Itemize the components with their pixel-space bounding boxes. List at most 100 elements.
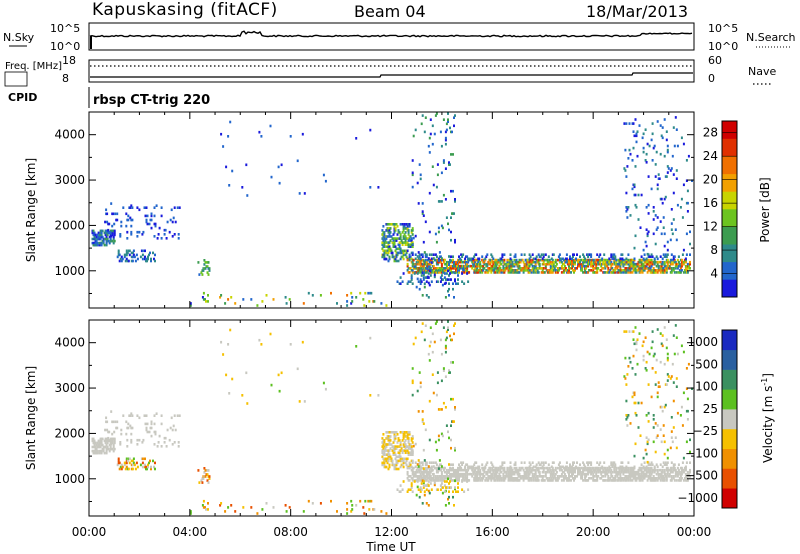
velocity-cell (607, 470, 610, 474)
velocity-cell (404, 449, 407, 452)
velocity-cell (447, 477, 449, 481)
velocity-cell (170, 416, 173, 420)
power-cell (164, 228, 167, 232)
velocity-cell (113, 447, 116, 451)
velocity-cell (380, 510, 383, 513)
velocity-cell (595, 470, 598, 474)
power-cell (289, 135, 292, 138)
velocity-cell (473, 470, 476, 474)
power-cell (664, 253, 667, 256)
velocity-cell (625, 470, 628, 474)
velocity-cell (145, 426, 148, 430)
velocity-cell (97, 439, 100, 443)
velocity-cell (453, 504, 455, 507)
velocity-cell (494, 470, 497, 474)
power-cell (422, 264, 425, 268)
velocity-cell (402, 461, 405, 465)
velocity-cell (144, 463, 146, 467)
power-cell (202, 291, 205, 295)
power-cell (397, 251, 400, 255)
power-cell (435, 240, 438, 244)
velocity-cell (407, 453, 410, 456)
velocity-cell (397, 455, 400, 459)
velocity-cell (508, 475, 511, 478)
power-cell (432, 264, 435, 268)
velocity-cell (682, 456, 685, 460)
power-cell (506, 260, 509, 264)
velocity-cell (676, 470, 679, 474)
velocity-cell (506, 466, 509, 470)
power-cell (542, 267, 545, 270)
power-cell (556, 271, 559, 274)
power-cell (557, 255, 560, 258)
power-cell (566, 271, 569, 274)
velocity-cell (422, 481, 425, 485)
velocity-cell (645, 436, 648, 439)
velocity-cell (449, 371, 451, 374)
power-cell (106, 233, 109, 237)
velocity-cell (417, 459, 420, 462)
velocity-colorbar-frame (721, 329, 738, 509)
power-cell (648, 144, 651, 148)
power-cell (388, 245, 391, 248)
power-cell (627, 206, 630, 209)
power-cell (440, 171, 443, 175)
velocity-cell (608, 479, 611, 482)
velocity-cell (635, 340, 638, 344)
velocity-cell (605, 470, 608, 474)
velocity-cell (136, 465, 139, 469)
power-cell (428, 230, 431, 234)
velocity-cell (427, 466, 430, 470)
velocity-cell (413, 480, 416, 483)
power-cell (388, 223, 391, 226)
power-cell (430, 271, 433, 274)
velocity-cell (447, 486, 449, 489)
velocity-cell (172, 424, 175, 428)
velocity-cell (367, 499, 370, 503)
velocity-cell (399, 441, 402, 444)
velocity-cell (645, 360, 648, 364)
velocity-cell (399, 490, 402, 493)
power-cell (655, 264, 658, 268)
velocity-cell (106, 445, 109, 449)
velocity-cell (551, 479, 554, 482)
power-cell (494, 264, 497, 268)
power-cell (634, 264, 637, 268)
velocity-cell (439, 338, 442, 342)
velocity-cell (444, 346, 447, 350)
y-tick-label: 1000 (54, 264, 85, 278)
power-cell (597, 267, 600, 270)
velocity-cell (633, 391, 636, 395)
power-cell (522, 271, 525, 274)
velocity-cell (427, 480, 430, 483)
velocity-cell (387, 455, 390, 459)
velocity-cell (606, 466, 609, 470)
velocity-cell (438, 459, 441, 462)
velocity-cell (532, 479, 535, 482)
power-cell (394, 257, 397, 261)
velocity-cell (202, 499, 205, 503)
power-cell (402, 227, 405, 230)
power-cell (631, 159, 634, 162)
velocity-cell (476, 472, 479, 476)
velocity-cell (647, 420, 650, 423)
velocity-cell (555, 470, 558, 474)
power-cell (654, 163, 657, 166)
power-cell (392, 255, 395, 259)
power-cell (496, 271, 499, 274)
power-cell (116, 218, 119, 222)
power-cell (457, 262, 459, 266)
velocity-cell (527, 470, 530, 474)
velocity-cell (411, 479, 414, 482)
velocity-cell (640, 466, 643, 470)
velocity-cell (418, 470, 421, 474)
power-cell (419, 257, 422, 261)
power-cell (394, 245, 397, 248)
velocity-cell (454, 448, 456, 452)
power-cell (438, 251, 441, 254)
velocity-cell (382, 457, 385, 461)
power-cell (641, 136, 644, 140)
velocity-cell (228, 392, 231, 395)
power-cell (672, 126, 675, 129)
power-cell (435, 112, 438, 115)
